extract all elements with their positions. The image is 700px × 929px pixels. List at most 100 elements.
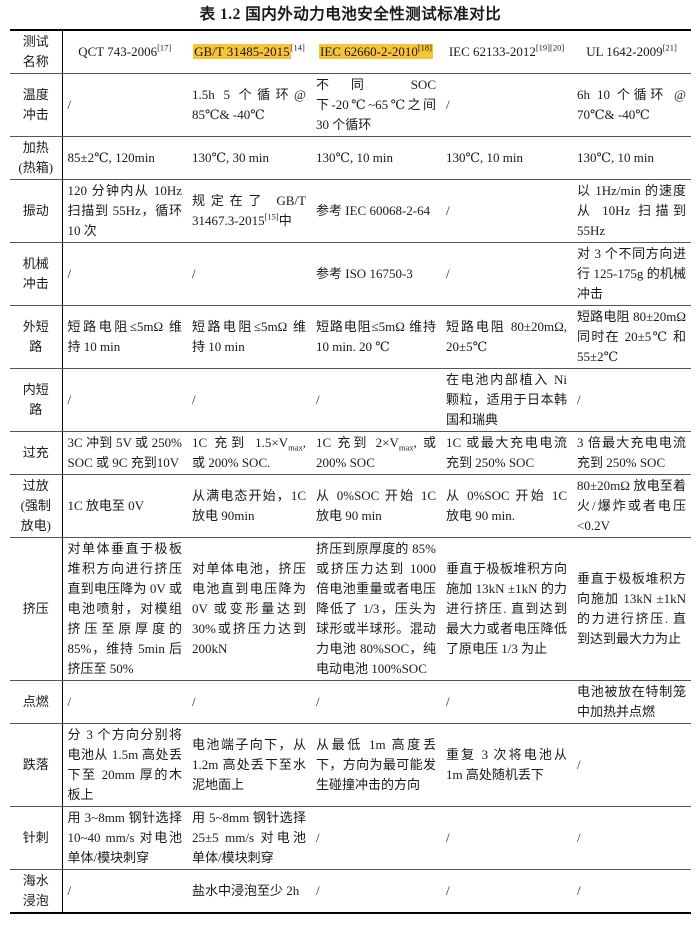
row-label: 过放 (强制 放电) — [10, 474, 63, 538]
header-cell-gbt-31485-2015: GB/T 31485-2015[14] — [187, 30, 311, 74]
table-row: 海水 浸泡 / 盐水中浸泡至少 2h / / / — [10, 869, 691, 913]
row-label: 海水 浸泡 — [10, 869, 63, 913]
row-label: 挤压 — [10, 537, 63, 681]
table-cell: 1C 充到 1.5×Vmax, 或 200% SOC. — [187, 431, 311, 475]
table-cell: / — [62, 680, 187, 724]
citation-ref: [14] — [290, 42, 305, 53]
table-row: 点燃 / / / / 电池被放在特制笼中加热并点燃 — [10, 680, 691, 724]
row-label: 点燃 — [10, 680, 63, 724]
table-cell: 短路电阻 80±20mΩ 同时在 20±5℃ 和 55±2℃ — [572, 305, 691, 369]
table-cell: 对单体电池，挤压电池直到电压降为 0V 或变形量达到 30%或挤压力达到 200… — [187, 537, 311, 681]
table-cell: 参考 IEC 60068-2-64 — [311, 179, 441, 243]
table-cell: / — [446, 883, 450, 898]
table-cell: 从最低 1m 高度丢下，方向为最可能发生碰撞冲击的方向 — [311, 723, 441, 807]
table-cell: / — [441, 179, 572, 243]
table-cell: 电池端子向下，从 1.2m 高处丢下至水泥地面上 — [187, 723, 311, 807]
row-label: 机械 冲击 — [10, 242, 63, 306]
table-cell: 对 3 个不同方向进行 125-175g 的机械冲击 — [572, 242, 691, 306]
citation-ref: [17] — [157, 42, 172, 53]
citation-ref: [19][20] — [535, 42, 565, 53]
corner-header-test-name: 测试 名称 — [10, 30, 63, 74]
table-cell: / — [311, 806, 441, 870]
table-cell: 1C 或最大充电电流充到 250% SOC — [441, 431, 572, 475]
table-cell: 120 分钟内从 10Hz 扫描到 55Hz，循环 10 次 — [62, 179, 187, 243]
row-label: 加热 (热箱) — [10, 136, 63, 180]
table-cell: 3 倍最大充电电流充到 250% SOC — [572, 431, 691, 475]
table-cell: 参考 ISO 16750-3 — [311, 242, 441, 306]
table-cell: / — [441, 806, 572, 870]
table-cell: 130℃, 10 min — [572, 136, 691, 180]
table-title: 表 1.2 国内外动力电池安全性测试标准对比 — [199, 6, 502, 23]
citation-ref: [21] — [662, 42, 677, 53]
row-label: 针刺 — [10, 806, 63, 870]
table-cell: 1.5h 5 个循环@ 85℃& -40℃ — [187, 73, 311, 137]
standards-comparison-table: 测试 名称 QCT 743-2006[17] GB/T 31485-2015[1… — [10, 29, 691, 914]
table-cell: / — [572, 368, 691, 432]
table-cell: 以 1Hz/min 的速度从 10Hz 扫描到 55Hz — [572, 179, 691, 243]
table-cell: 规定在了 GB/T 31467.3-2015[15]中 — [187, 179, 311, 243]
table-cell: / — [311, 368, 441, 432]
table-cell: / — [67, 883, 72, 898]
table-row: 挤压 对单体垂直于极板堆积方向进行挤压直到电压降为 0V 或电池喷射，对模组挤压至… — [10, 537, 691, 681]
table-cell: 85±2℃, 120min — [62, 136, 187, 180]
citation-ref: [18] — [417, 42, 433, 53]
table-row: 加热 (热箱) 85±2℃, 120min 130℃, 30 min 130℃, 10… — [10, 136, 691, 180]
row-label: 内短 路 — [10, 368, 63, 432]
table-cell: 130℃, 30 min — [187, 136, 311, 180]
row-label: 振动 — [10, 179, 63, 243]
table-row: 外短 路 短路电阻≤5mΩ 维持 10 min 短路电阻≤5mΩ 维持 10 min… — [10, 305, 691, 369]
table-cell: 短路电阻≤5mΩ 维持 10 min — [187, 305, 311, 369]
table-cell: / — [572, 723, 691, 807]
table-cell: 电池被放在特制笼中加热并点燃 — [572, 680, 691, 724]
table-cell: 短路电阻≤5mΩ 维持 10 min. 20 ℃ — [311, 305, 441, 369]
table-cell: 6h 10 个循环 @ 70℃& -40℃ — [572, 73, 691, 137]
table-row: 跌落分 3 个方向分别将电池从 1.5m 高处丢下至 20mm 厚的木板上 电池端… — [10, 723, 691, 807]
standard-name-highlighted: IEC 62660-2-2010[18] — [318, 42, 434, 59]
row-label: 跌落 — [10, 723, 63, 807]
table-cell: 3C 冲到 5V 或 250% SOC 或 9C 充到10V — [62, 431, 187, 475]
table-cell: 短路电阻 80±20mΩ, 20±5℃ — [441, 305, 572, 369]
row-label: 过充 — [10, 431, 63, 475]
table-cell: / — [187, 680, 311, 724]
table-cell: / — [577, 883, 581, 898]
table-cell: 在电池内部植入 Ni 颗粒，适用于日本韩国和瑞典 — [441, 368, 572, 432]
table-cell: 分 3 个方向分别将电池从 1.5m 高处丢下至 20mm 厚的木板上 — [62, 723, 187, 807]
table-cell: / — [62, 73, 187, 137]
table-cell: 1C 放电至 0V — [62, 474, 187, 538]
table-row: 振动 120 分钟内从 10Hz 扫描到 55Hz，循环 10 次规定在了 GB/… — [10, 179, 691, 243]
table-cell: 不同 SOC 下-20℃~65℃之间 30 个循环 — [311, 73, 441, 137]
header-cell-iec-62133-2012: IEC 62133-2012[19][20] — [441, 30, 572, 74]
table-body: 温度 冲击/1.5h 5 个循环@ 85℃& -40℃ 不同 SOC 下-20℃~… — [10, 73, 691, 913]
standard-name: QCT 743-2006 — [78, 44, 158, 59]
table-cell: 用 5~8mm 钢针选择 25±5 mm/s 对电池单体/模块刺穿 — [187, 806, 311, 870]
header-row: 测试 名称 QCT 743-2006[17] GB/T 31485-2015[1… — [10, 30, 691, 74]
table-cell: / — [62, 368, 187, 432]
table-cell: 80±20mΩ 放电至着火/爆炸或者电压<0.2V — [572, 474, 691, 538]
table-cell: 从 0%SOC 开始 1C 放电 90 min. — [441, 474, 572, 538]
table-cell: / — [572, 806, 691, 870]
row-label: 温度 冲击 — [10, 73, 63, 137]
table-cell: 垂直于极板堆积方向施加 13kN ±1kN 的力进行挤压. 直到达到最大力或者电… — [441, 537, 572, 681]
table-cell: 盐水中浸泡至少 2h — [192, 883, 300, 898]
table-cell: 130℃, 10 min — [441, 136, 572, 180]
table-cell: / — [316, 883, 320, 898]
standard-name-highlighted: GB/T 31485-2015 — [193, 44, 291, 59]
header-cell-qct-743-2006: QCT 743-2006[17] — [62, 30, 187, 74]
table-cell: / — [187, 242, 311, 306]
table-cell: / — [311, 680, 441, 724]
row-label: 外短 路 — [10, 305, 63, 369]
table-row: 针刺用 3~8mm 钢针选择 10~40 mm/s 对电池单体/模块刺穿用 5~… — [10, 806, 691, 870]
table-cell: 对单体垂直于极板堆积方向进行挤压直到电压降为 0V 或电池喷射，对模组挤压至原厚… — [62, 537, 187, 681]
header-cell-iec-62660-2-2010: IEC 62660-2-2010[18] — [311, 30, 441, 74]
table-row: 过放 (强制 放电) 1C 放电至 0V 从满电态开始，1C 放电 90min 从 0… — [10, 474, 691, 538]
table-cell: 挤压到原厚度的 85% 或挤压力达到 1000 倍电池重量或者电压降低了 1/3… — [311, 537, 441, 681]
table-cell: / — [187, 368, 311, 432]
standard-name: UL 1642-2009 — [586, 44, 663, 59]
table-cell: 用 3~8mm 钢针选择 10~40 mm/s 对电池单体/模块刺穿 — [62, 806, 187, 870]
table-row: 过充 3C 冲到 5V 或 250% SOC 或 9C 充到10V 1C 充到 1.… — [10, 431, 691, 475]
table-cell: / — [441, 73, 572, 137]
table-cell: 从 0%SOC 开始 1C 放电 90 min — [311, 474, 441, 538]
table-cell: / — [62, 242, 187, 306]
table-cell: 从满电态开始，1C 放电 90min — [187, 474, 311, 538]
